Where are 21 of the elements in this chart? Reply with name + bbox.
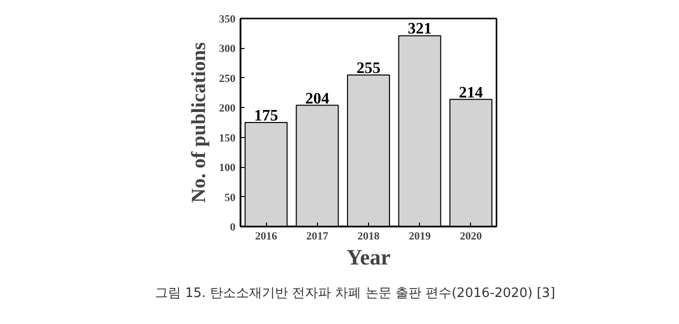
data-label: 321 [408, 20, 432, 38]
y-tick-label: 100 [219, 162, 236, 174]
x-tick-label: 2020 [460, 230, 482, 242]
y-axis-title: No. of publications [188, 42, 210, 203]
y-tick-label: 300 [219, 43, 236, 56]
data-label: 214 [458, 84, 483, 102]
x-axis-title: Year [346, 244, 391, 270]
y-tick-label: 50 [224, 192, 236, 204]
y-tick-label: 250 [219, 72, 236, 85]
y-tick-label: 150 [219, 132, 236, 144]
y-tick-label: 0 [230, 222, 236, 234]
data-label: 255 [356, 60, 380, 77]
data-label: 175 [254, 108, 278, 124]
data-label: 204 [305, 90, 330, 108]
x-tick-label: 2018 [358, 230, 380, 242]
y-tick-label: 200 [219, 102, 236, 115]
caption: 그림 15. 탄소소재기반 전자파 차폐 논문 출판 편수(2016-2020) [3] [155, 285, 556, 303]
y-tick-label: 350 [219, 14, 236, 26]
x-tick-label: 2019 [408, 230, 432, 242]
x-tick-label: 2017 [306, 230, 329, 242]
x-tick-label: 2016 [255, 230, 278, 242]
